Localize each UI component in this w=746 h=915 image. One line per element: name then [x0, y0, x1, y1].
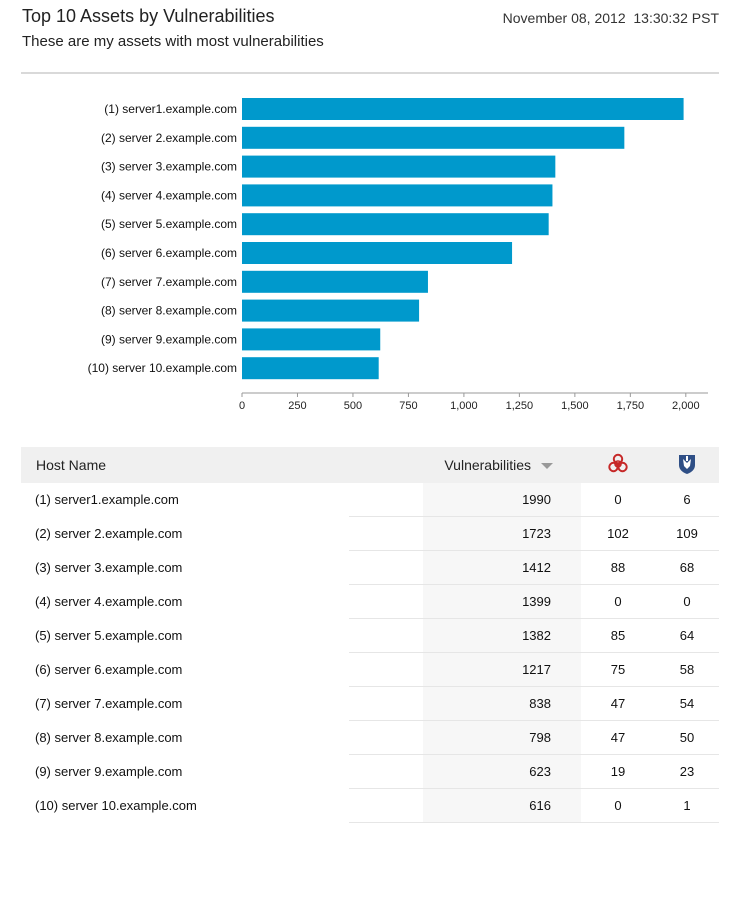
cell-vulnerabilities: 798: [423, 720, 581, 755]
cell-host: (6) server 6.example.com: [21, 652, 423, 687]
column-header-vulnerabilities-label: Vulnerabilities: [444, 457, 531, 473]
table-body: (1) server1.example.com 1990 0 6 (2) server …: [21, 483, 719, 823]
chart-bar: [242, 242, 513, 264]
column-header-host-label: Host Name: [36, 457, 107, 473]
report-timestamp: November 08, 2012 13:30:32 PST: [502, 10, 719, 26]
cell-host: (7) server 7.example.com: [21, 686, 423, 721]
column-header-vulnerabilities[interactable]: Vulnerabilities: [423, 447, 581, 483]
cell-host: (3) server 3.example.com: [21, 550, 423, 585]
cell-malware: 88: [581, 550, 655, 585]
cell-vulnerabilities: 1399: [423, 584, 581, 619]
cell-exploits: 23: [655, 754, 719, 789]
cell-vulnerabilities: 1412: [423, 550, 581, 585]
chart-category-label: (5) server 5.example.com: [101, 217, 237, 231]
cell-host: (4) server 4.example.com: [21, 584, 423, 619]
table-row[interactable]: (2) server 2.example.com 1723 102 109: [21, 516, 719, 551]
cell-host: (10) server 10.example.com: [21, 788, 423, 823]
cell-malware: 0: [581, 788, 655, 823]
assets-table-container: Host Name Vulnerabilities: [21, 447, 719, 823]
chart-x-tick-label: 750: [399, 400, 417, 412]
cell-host: (8) server 8.example.com: [21, 720, 423, 755]
column-header-exploits[interactable]: [655, 447, 719, 483]
assets-table: Host Name Vulnerabilities: [21, 447, 719, 823]
cell-malware: 0: [581, 584, 655, 619]
column-header-malware[interactable]: [581, 447, 655, 483]
chart-bar: [242, 270, 428, 293]
table-row[interactable]: (8) server 8.example.com 798 47 50: [21, 720, 719, 755]
table-row[interactable]: (5) server 5.example.com 1382 85 64: [21, 618, 719, 653]
cell-host: (1) server1.example.com: [21, 483, 423, 517]
chart-x-tick-label: 250: [288, 400, 306, 412]
chart-x-tick-label: 1,000: [450, 400, 478, 412]
chart-x-tick-label: 500: [344, 400, 362, 412]
table-row[interactable]: (1) server1.example.com 1990 0 6: [21, 483, 719, 517]
table-row[interactable]: (7) server 7.example.com 838 47 54: [21, 686, 719, 721]
chart-bar: [242, 155, 556, 178]
table-header-row: Host Name Vulnerabilities: [21, 447, 719, 483]
chart-bar: [242, 213, 549, 236]
cell-host: (2) server 2.example.com: [21, 516, 423, 551]
cell-exploits: 6: [655, 483, 719, 517]
chart-bar: [242, 357, 379, 380]
header-divider: [21, 72, 719, 74]
chart-x-tick-label: 1,250: [506, 400, 534, 412]
chart-x-tick-label: 1,750: [617, 400, 645, 412]
table-row[interactable]: (4) server 4.example.com 1399 0 0: [21, 584, 719, 619]
chart-bar: [242, 98, 684, 120]
cell-vulnerabilities: 616: [423, 788, 581, 823]
cell-exploits: 109: [655, 516, 719, 551]
cell-exploits: 1: [655, 788, 719, 823]
cell-host: (5) server 5.example.com: [21, 618, 423, 653]
biohazard-icon: [607, 453, 629, 478]
exploit-shield-icon: [677, 453, 697, 478]
chart-category-label: (10) server 10.example.com: [88, 361, 237, 375]
cell-vulnerabilities: 1723: [423, 516, 581, 551]
chart-bar: [242, 328, 381, 351]
chart-category-label: (6) server 6.example.com: [101, 246, 237, 260]
cell-exploits: 64: [655, 618, 719, 653]
chart-x-tick-label: 0: [239, 400, 245, 412]
chart-category-label: (8) server 8.example.com: [101, 304, 237, 318]
cell-exploits: 0: [655, 584, 719, 619]
cell-exploits: 54: [655, 686, 719, 721]
cell-vulnerabilities: 1990: [423, 483, 581, 517]
cell-host: (9) server 9.example.com: [21, 754, 423, 789]
sort-descending-icon[interactable]: [541, 463, 553, 470]
cell-malware: 0: [581, 483, 655, 517]
chart-category-label: (2) server 2.example.com: [101, 131, 237, 145]
chart-layer: (1) server1.example.com (2) server 2.exam…: [88, 98, 708, 412]
cell-exploits: 50: [655, 720, 719, 755]
chart-bar: [242, 299, 420, 322]
cell-malware: 47: [581, 686, 655, 721]
chart-bar: [242, 184, 553, 207]
cell-malware: 85: [581, 618, 655, 653]
cell-exploits: 58: [655, 652, 719, 687]
chart-x-tick-label: 1,500: [561, 400, 589, 412]
chart-bar: [242, 126, 625, 149]
cell-malware: 19: [581, 754, 655, 789]
cell-vulnerabilities: 838: [423, 686, 581, 721]
chart-category-label: (3) server 3.example.com: [101, 160, 237, 174]
chart-x-tick-label: 2,000: [672, 400, 700, 412]
cell-vulnerabilities: 1382: [423, 618, 581, 653]
cell-vulnerabilities: 623: [423, 754, 581, 789]
table-row[interactable]: (10) server 10.example.com 616 0 1: [21, 788, 719, 823]
table-row[interactable]: (9) server 9.example.com 623 19 23: [21, 754, 719, 789]
cell-vulnerabilities: 1217: [423, 652, 581, 687]
table-row[interactable]: (3) server 3.example.com 1412 88 68: [21, 550, 719, 585]
vulnerabilities-bar-chart: (1) server1.example.com (2) server 2.exam…: [88, 98, 708, 412]
chart-category-label: (4) server 4.example.com: [101, 188, 237, 202]
cell-malware: 102: [581, 516, 655, 551]
page-title: Top 10 Assets by Vulnerabilities: [22, 6, 275, 26]
table-row[interactable]: (6) server 6.example.com 1217 75 58: [21, 652, 719, 687]
cell-exploits: 68: [655, 550, 719, 585]
cell-malware: 75: [581, 652, 655, 687]
chart-category-label: (7) server 7.example.com: [101, 275, 237, 289]
page-subtitle: These are my assets with most vulnerabil…: [22, 33, 324, 50]
chart-category-label: (1) server1.example.com: [104, 102, 237, 116]
cell-malware: 47: [581, 720, 655, 755]
column-header-host[interactable]: Host Name: [21, 447, 423, 483]
chart-category-label: (9) server 9.example.com: [101, 332, 237, 346]
